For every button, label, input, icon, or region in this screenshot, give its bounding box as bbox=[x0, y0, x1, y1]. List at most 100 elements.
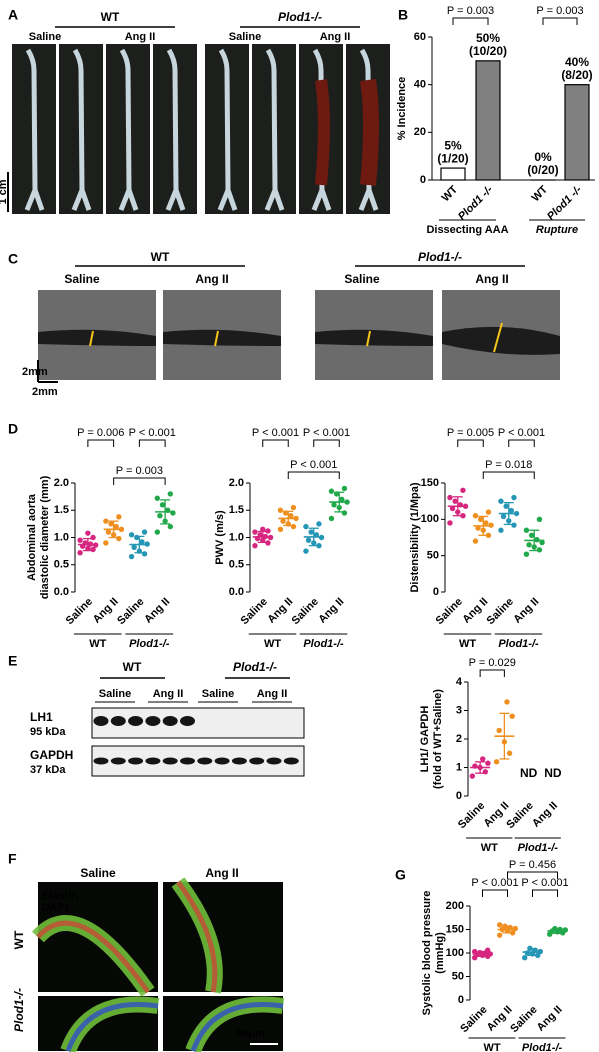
data-point bbox=[257, 532, 263, 538]
p-value: P < 0.001 bbox=[129, 427, 176, 439]
diameter-arrow bbox=[493, 322, 503, 353]
x-tick-label: Ang II bbox=[316, 596, 346, 626]
significance-bracket bbox=[482, 889, 508, 897]
data-point bbox=[303, 523, 309, 530]
group-label: WT bbox=[264, 638, 281, 650]
data-point bbox=[159, 502, 166, 508]
data-point bbox=[103, 518, 109, 524]
panel-label: G bbox=[395, 867, 406, 883]
vessel-lumen bbox=[38, 329, 156, 346]
data-point bbox=[265, 528, 271, 534]
x-tick-label: Saline bbox=[508, 1004, 539, 1035]
data-point bbox=[265, 540, 271, 546]
x-tick-label: Plod1 -/- bbox=[545, 183, 584, 222]
data-point bbox=[503, 503, 509, 509]
y-axis-label: (fold of WT+Saline) bbox=[432, 689, 444, 789]
p-value: P < 0.001 bbox=[252, 427, 299, 439]
significance-bracket bbox=[542, 17, 578, 25]
band bbox=[93, 757, 109, 765]
band-name: GAPDH bbox=[30, 748, 73, 762]
band bbox=[180, 757, 195, 765]
panel-label: A bbox=[8, 7, 18, 23]
y-tick-label: 0 bbox=[433, 586, 439, 598]
data-point bbox=[523, 551, 530, 557]
y-tick-label: 50 bbox=[427, 550, 439, 562]
y-axis-label: Abdominal aorta bbox=[26, 493, 38, 581]
x-tick-label: Saline bbox=[456, 800, 487, 831]
band-name: LH1 bbox=[30, 710, 53, 724]
aorta bbox=[165, 48, 186, 211]
x-tick-label: Plod1 -/- bbox=[456, 183, 495, 222]
band bbox=[214, 757, 230, 765]
data-point bbox=[170, 510, 176, 516]
aorta bbox=[311, 48, 332, 211]
band bbox=[128, 757, 144, 765]
panel-label: D bbox=[8, 421, 18, 437]
data-point bbox=[128, 553, 135, 560]
dapi bbox=[65, 1002, 159, 1052]
y-tick-label: 150 bbox=[446, 923, 464, 935]
condition-label: Saline bbox=[80, 866, 116, 880]
x-tick-label: Saline bbox=[458, 1004, 489, 1035]
data-point bbox=[167, 491, 174, 497]
data-point bbox=[288, 513, 294, 519]
y-tick-label: 0.5 bbox=[229, 559, 244, 571]
y-tick-label: 4 bbox=[456, 676, 463, 688]
band bbox=[145, 757, 161, 765]
bar bbox=[475, 60, 501, 181]
condition-label: Saline bbox=[202, 688, 234, 700]
data-point bbox=[154, 495, 161, 501]
p-value: P = 0.005 bbox=[447, 427, 494, 439]
data-point bbox=[167, 523, 174, 530]
data-point bbox=[116, 535, 122, 542]
data-point bbox=[305, 537, 312, 543]
band bbox=[110, 716, 126, 726]
significance-bracket bbox=[507, 871, 558, 879]
value-label: 50% bbox=[476, 31, 500, 45]
data-point bbox=[472, 513, 479, 519]
band bbox=[145, 716, 161, 726]
significance-bracket bbox=[532, 889, 558, 897]
x-tick-label: Ang II bbox=[91, 596, 121, 626]
nd-label: ND bbox=[520, 766, 538, 780]
diameter-arrow bbox=[366, 330, 371, 347]
data-point bbox=[480, 756, 486, 762]
data-point bbox=[523, 527, 530, 533]
x-tick-label: Ang II bbox=[530, 800, 560, 830]
group-label: Plod1-/- bbox=[522, 1042, 563, 1052]
value-label: 5% bbox=[444, 138, 462, 152]
significance-bracket bbox=[87, 439, 115, 447]
dapi bbox=[175, 880, 218, 993]
data-point bbox=[141, 529, 148, 535]
vessel-lumen bbox=[163, 329, 281, 346]
significance-bracket bbox=[313, 439, 340, 447]
y-axis-label: Distensibility (1/Mpa) bbox=[409, 482, 421, 592]
condition-label: Saline bbox=[29, 31, 61, 43]
y-tick-label: 150 bbox=[421, 477, 439, 489]
data-point bbox=[500, 513, 507, 520]
group-label: Plod1-/- bbox=[129, 638, 170, 650]
x-tick-label: Saline bbox=[434, 596, 465, 627]
significance-bracket bbox=[479, 669, 505, 677]
data-point bbox=[339, 496, 345, 503]
y-tick-label: 1 bbox=[456, 761, 462, 773]
significance-bracket bbox=[113, 477, 166, 485]
data-point bbox=[290, 504, 297, 511]
aorta bbox=[118, 48, 139, 211]
stain-label: Elastin bbox=[42, 890, 78, 902]
x-tick-label: Saline bbox=[239, 596, 270, 627]
band bbox=[266, 757, 282, 765]
p-value: P < 0.001 bbox=[290, 459, 337, 471]
group-label: Plod1-/- bbox=[418, 250, 462, 264]
row-label: Plod1-/- bbox=[12, 988, 26, 1032]
x-tick-label: Ang II bbox=[535, 1004, 565, 1034]
data-point bbox=[105, 529, 112, 535]
data-point bbox=[139, 539, 145, 545]
data-point bbox=[475, 525, 481, 531]
data-point bbox=[116, 514, 122, 520]
y-tick-label: 1.5 bbox=[54, 504, 69, 516]
data-point bbox=[485, 509, 492, 515]
data-point bbox=[341, 510, 348, 516]
y-tick-label: 20 bbox=[414, 126, 426, 138]
